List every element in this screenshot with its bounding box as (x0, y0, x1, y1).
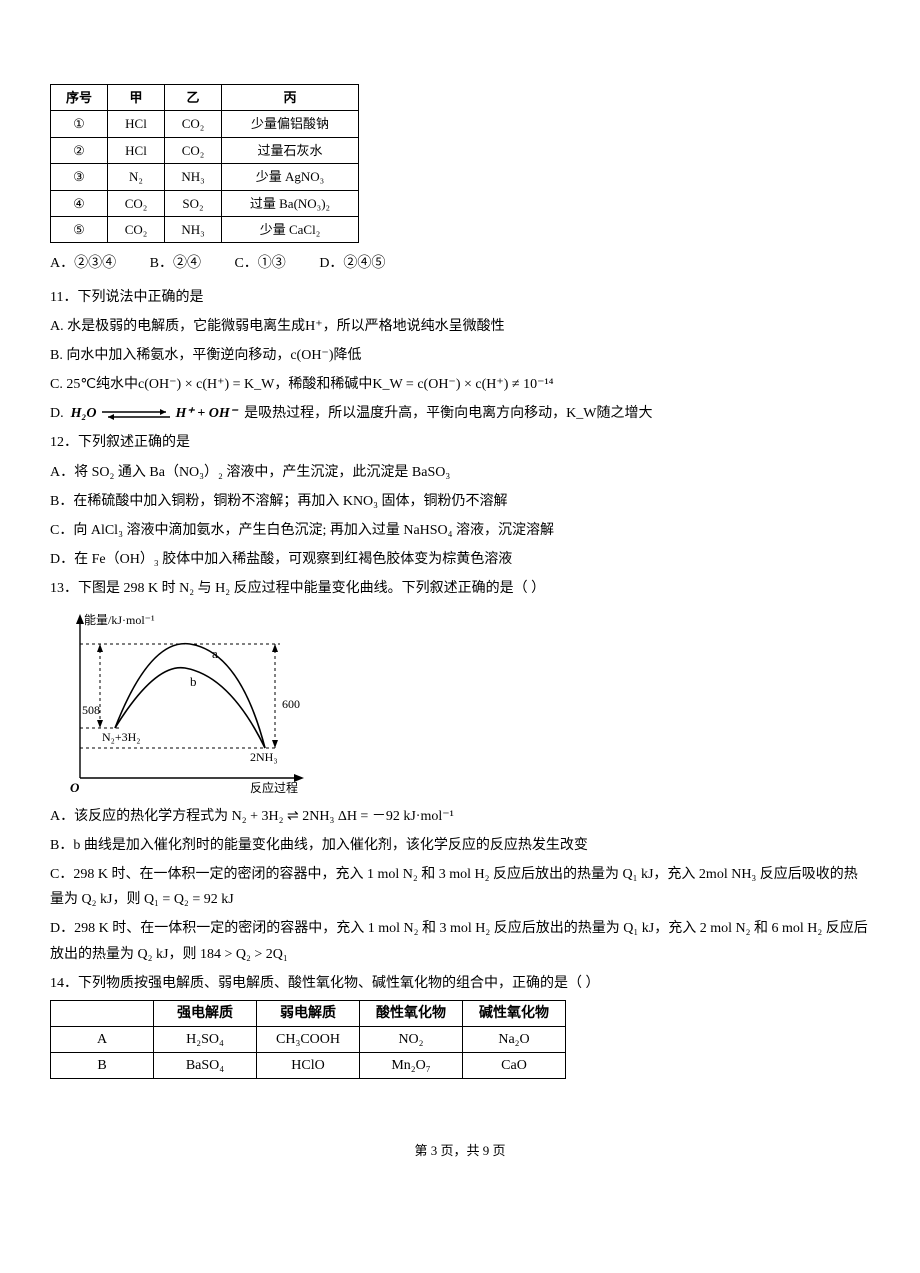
option-a: A．②③④ (50, 251, 116, 276)
table-row: ④ CO₂ SO₂ 过量 Ba(NO₃)₂ (51, 190, 359, 216)
cell: B (51, 1053, 154, 1079)
cell: CO₂ (108, 216, 165, 242)
cell: 过量 Ba(NO₃)₂ (222, 190, 359, 216)
table-row: ① HCl CO₂ 少量偏铝酸钠 (51, 111, 359, 137)
page-footer: 第 3 页，共 9 页 (50, 1139, 870, 1162)
cell: HClO (257, 1053, 360, 1079)
cell: CH₃COOH (257, 1027, 360, 1053)
equilibrium-equation: H₂O H⁺ + OH⁻ (71, 406, 241, 421)
eq-left: H₂O (71, 406, 97, 421)
th-yi: 乙 (165, 85, 222, 111)
cell: H₂SO₄ (154, 1027, 257, 1053)
cell: CO₂ (108, 190, 165, 216)
energy-curve-chart: 能量/kJ·mol⁻¹ 反应过程 O 508 600 a b N₂+3H₂ 2N… (50, 608, 310, 798)
q12-option-b: B．在稀硫酸中加入铜粉，铜粉不溶解；再加入 KNO₃ 固体，铜粉仍不溶解 (50, 489, 870, 514)
cell: NO₂ (360, 1027, 463, 1053)
th-acid-oxide: 酸性氧化物 (360, 1000, 463, 1026)
q11-option-d: D. H₂O H⁺ + OH⁻ 是吸热过程，所以温度升高，平衡向电离方向移动，K… (50, 401, 870, 426)
q11-option-a: A. 水是极弱的电解质，它能微弱电离生成H⁺，所以严格地说纯水呈微酸性 (50, 314, 870, 339)
product-label: 2NH₃ (250, 750, 278, 764)
q11-stem: 11．下列说法中正确的是 (50, 285, 870, 310)
cell: CO₂ (165, 137, 222, 163)
q11-option-c: C. 25℃纯水中c(OH⁻) × c(H⁺) = K_W，稀酸和稀碱中K_W … (50, 372, 870, 397)
cell: ③ (51, 164, 108, 190)
cell: N₂ (108, 164, 165, 190)
cell: ④ (51, 190, 108, 216)
reactant-label: N₂+3H₂ (102, 730, 140, 744)
eq-right: H⁺ + OH⁻ (176, 406, 238, 421)
cell: ⑤ (51, 216, 108, 242)
x-axis-label: 反应过程 (250, 780, 298, 795)
origin-label: O (70, 780, 80, 795)
cell: CaO (463, 1053, 566, 1079)
cell: Mn₂O₇ (360, 1053, 463, 1079)
cell: NH₃ (165, 164, 222, 190)
cell: 过量石灰水 (222, 137, 359, 163)
th-jia: 甲 (108, 85, 165, 111)
q12-option-a: A．将 SO₂ 通入 Ba（NO₃）₂ 溶液中，产生沉淀，此沉淀是 BaSO₃ (50, 460, 870, 485)
q14-stem: 14．下列物质按强电解质、弱电解质、酸性氧化物、碱性氧化物的组合中，正确的是（ … (50, 971, 870, 996)
q13-option-a: A．该反应的热化学方程式为 N₂ + 3H₂ ⇌ 2NH₃ ΔH = －92 k… (50, 804, 870, 829)
cell: ① (51, 111, 108, 137)
q12-stem: 12．下列叙述正确的是 (50, 430, 870, 455)
curve-b-label: b (190, 674, 197, 689)
curve-a-label: a (212, 646, 218, 661)
cell: ② (51, 137, 108, 163)
table-header-row: 强电解质 弱电解质 酸性氧化物 碱性氧化物 (51, 1000, 566, 1026)
q13-option-b: B．b 曲线是加入催化剂时的能量变化曲线，加入催化剂，该化学反应的反应热发生改变 (50, 833, 870, 858)
cell: BaSO₄ (154, 1053, 257, 1079)
cell: SO₂ (165, 190, 222, 216)
cell: CO₂ (165, 111, 222, 137)
q13-stem: 13．下图是 298 K 时 N₂ 与 H₂ 反应过程中能量变化曲线。下列叙述正… (50, 576, 870, 601)
q12-option-d: D．在 Fe（OH）₃ 胶体中加入稀盐酸，可观察到红褐色胶体变为棕黄色溶液 (50, 547, 870, 572)
th-seq: 序号 (51, 85, 108, 111)
table-row: A H₂SO₄ CH₃COOH NO₂ Na₂O (51, 1027, 566, 1053)
cell: 少量偏铝酸钠 (222, 111, 359, 137)
cell: 少量 CaCl₂ (222, 216, 359, 242)
q13-option-d: D．298 K 时、在一体积一定的密闭的容器中，充入 1 mol N₂ 和 3 … (50, 916, 870, 966)
table-row: ⑤ CO₂ NH₃ 少量 CaCl₂ (51, 216, 359, 242)
cell: Na₂O (463, 1027, 566, 1053)
table-header-row: 序号 甲 乙 丙 (51, 85, 359, 111)
table-row: ③ N₂ NH₃ 少量 AgNO₃ (51, 164, 359, 190)
right-value: 600 (282, 697, 300, 711)
th-base-oxide: 碱性氧化物 (463, 1000, 566, 1026)
cell: A (51, 1027, 154, 1053)
q11-d-prefix: D. (50, 406, 64, 421)
y-axis-label: 能量/kJ·mol⁻¹ (84, 613, 155, 627)
th-strong: 强电解质 (154, 1000, 257, 1026)
q11-option-b: B. 向水中加入稀氨水，平衡逆向移动，c(OH⁻)降低 (50, 343, 870, 368)
left-value: 508 (82, 703, 100, 717)
cell: 少量 AgNO₃ (222, 164, 359, 190)
table-electrolyte: 强电解质 弱电解质 酸性氧化物 碱性氧化物 A H₂SO₄ CH₃COOH NO… (50, 1000, 566, 1080)
cell: NH₃ (165, 216, 222, 242)
q12-option-c: C．向 AlCl₃ 溶液中滴加氨水，产生白色沉淀; 再加入过量 NaHSO₄ 溶… (50, 518, 870, 543)
option-d: D．②④⑤ (319, 251, 385, 276)
equilibrium-arrow-icon (100, 408, 172, 420)
th-bing: 丙 (222, 85, 359, 111)
option-b: B．②④ (150, 251, 201, 276)
th-blank (51, 1000, 154, 1026)
q10-options: A．②③④ B．②④ C．①③ D．②④⑤ (50, 251, 870, 276)
energy-diagram: 能量/kJ·mol⁻¹ 反应过程 O 508 600 a b N₂+3H₂ 2N… (50, 608, 870, 798)
table-row: ② HCl CO₂ 过量石灰水 (51, 137, 359, 163)
table-row: B BaSO₄ HClO Mn₂O₇ CaO (51, 1053, 566, 1079)
q11-d-suffix: 是吸热过程，所以温度升高，平衡向电离方向移动，K_W随之增大 (244, 406, 652, 421)
cell: HCl (108, 111, 165, 137)
option-c: C．①③ (234, 251, 285, 276)
cell: HCl (108, 137, 165, 163)
th-weak: 弱电解质 (257, 1000, 360, 1026)
table-mixture: 序号 甲 乙 丙 ① HCl CO₂ 少量偏铝酸钠 ② HCl CO₂ 过量石灰… (50, 84, 359, 243)
q13-option-c: C．298 K 时、在一体积一定的密闭的容器中，充入 1 mol N₂ 和 3 … (50, 862, 870, 912)
